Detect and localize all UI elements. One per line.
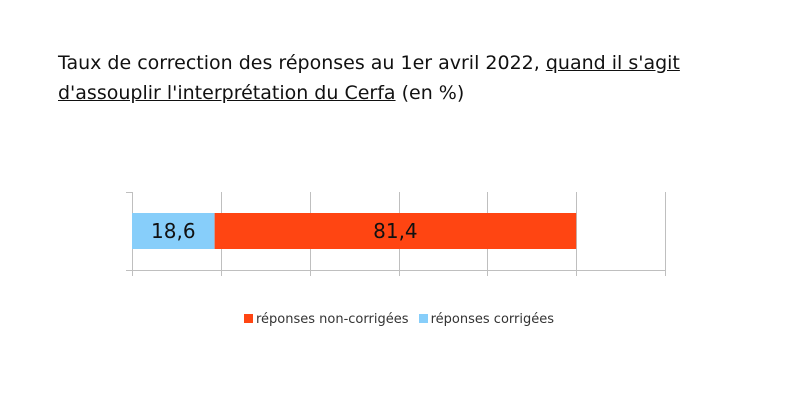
legend-swatch (418, 314, 428, 323)
legend: réponses non-corrigées réponses corrigée… (0, 312, 798, 327)
data-label: 18,6 (151, 219, 196, 243)
bar-segment (132, 213, 215, 249)
legend-item-non-corrigees: réponses non-corrigées (243, 312, 408, 327)
chart-title: Taux de correction des réponses au 1er a… (58, 52, 680, 104)
title-underlined: quand il s'agit d'assouplir l'interpréta… (58, 52, 680, 104)
legend-item-corrigees: réponses corrigées (418, 312, 554, 327)
data-label: 81,4 (373, 219, 418, 243)
legend-swatch (243, 314, 253, 323)
bar-segment (214, 213, 577, 249)
